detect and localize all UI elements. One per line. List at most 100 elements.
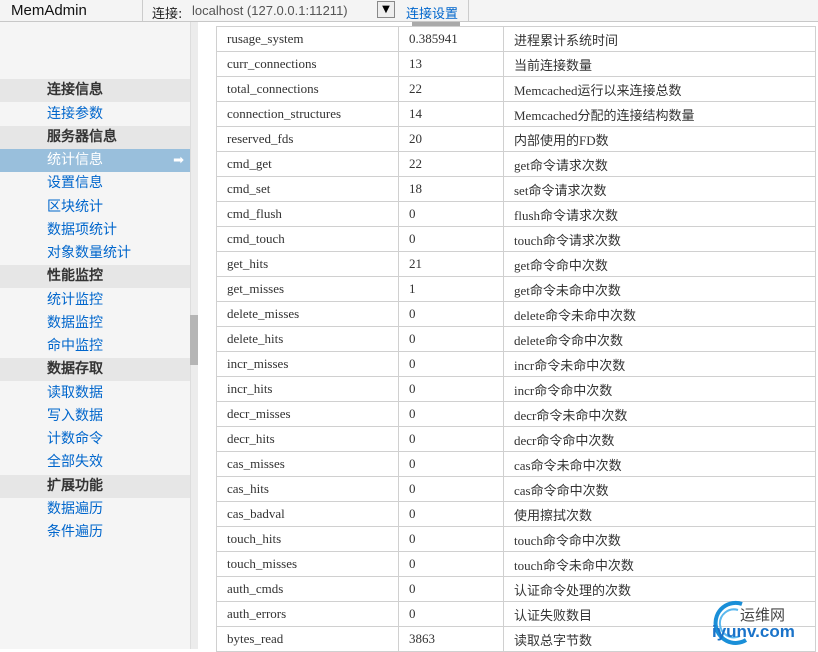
- divider: [468, 0, 469, 21]
- stat-name: reserved_fds: [216, 126, 399, 152]
- stat-value: 22: [398, 76, 504, 102]
- sidebar-item-label: 数据监控: [47, 314, 103, 331]
- stat-name: cmd_flush: [216, 201, 399, 227]
- sidebar-item[interactable]: 写入数据: [0, 405, 190, 428]
- sidebar-item-label: 连接参数: [47, 105, 103, 122]
- table-row: get_hits 21 get命令命中次数: [216, 251, 816, 277]
- sidebar-item[interactable]: 全部失效: [0, 451, 190, 474]
- sidebar-item[interactable]: 统计监控: [0, 289, 190, 312]
- stat-name: delete_misses: [216, 301, 399, 327]
- stat-description: cas命令未命中次数: [503, 451, 816, 477]
- table-row: cas_misses 0 cas命令未命中次数: [216, 451, 816, 477]
- stat-value: 14: [398, 101, 504, 127]
- stat-value: 0: [398, 576, 504, 602]
- watermark-en: iyunv.com: [712, 622, 795, 641]
- stat-description: 使用擦拭次数: [503, 501, 816, 527]
- sidebar-section-header: 连接信息: [0, 79, 190, 102]
- stat-description: 内部使用的FD数: [503, 126, 816, 152]
- stat-description: incr命令未命中次数: [503, 351, 816, 377]
- stat-description: touch命令未命中次数: [503, 551, 816, 577]
- sidebar: 连接信息 连接参数 服务器信息 统计信息 ➡ 设置信息 区块统计 数据项统计 对象数量统计 性能监…: [0, 22, 190, 649]
- dropdown-arrow-icon[interactable]: ▼: [377, 1, 395, 18]
- sidebar-item[interactable]: 区块统计: [0, 196, 190, 219]
- stat-value: 0: [398, 601, 504, 627]
- stat-value: 13: [398, 51, 504, 77]
- sidebar-item[interactable]: 数据遍历: [0, 498, 190, 521]
- stat-name: cmd_touch: [216, 226, 399, 252]
- horizontal-scroll-thumb[interactable]: [412, 22, 460, 27]
- arrow-right-icon: ➡: [173, 153, 184, 169]
- stat-description: touch命令请求次数: [503, 226, 816, 252]
- stat-name: cas_hits: [216, 476, 399, 502]
- stat-name: cmd_get: [216, 151, 399, 177]
- table-row: curr_connections 13 当前连接数量: [216, 51, 816, 77]
- stat-description: decr命令命中次数: [503, 426, 816, 452]
- stat-value: 0: [398, 451, 504, 477]
- stat-name: decr_hits: [216, 426, 399, 452]
- sidebar-item[interactable]: 对象数量统计: [0, 242, 190, 265]
- stat-name: curr_connections: [216, 51, 399, 77]
- sidebar-item[interactable]: 连接参数: [0, 103, 190, 126]
- sidebar-item[interactable]: 统计信息 ➡: [0, 149, 190, 173]
- stat-description: get命令未命中次数: [503, 276, 816, 302]
- stat-value: 20: [398, 126, 504, 152]
- stat-value: 0: [398, 526, 504, 552]
- connection-settings-link[interactable]: 连接设置: [406, 7, 459, 22]
- stat-value: 22: [398, 151, 504, 177]
- sidebar-item[interactable]: 计数命令: [0, 428, 190, 451]
- table-row: decr_misses 0 decr命令未命中次数: [216, 401, 816, 427]
- stat-value: 0: [398, 426, 504, 452]
- stat-name: total_connections: [216, 76, 399, 102]
- sidebar-item-label: 数据遍历: [47, 501, 103, 518]
- connection-select[interactable]: localhost (127.0.0.1:11211): [192, 3, 348, 18]
- sidebar-section-header: 数据存取: [0, 358, 190, 382]
- sidebar-item[interactable]: 条件遍历: [0, 521, 190, 544]
- stat-description: incr命令命中次数: [503, 376, 816, 402]
- stat-description: flush命令请求次数: [503, 201, 816, 227]
- table-row: reserved_fds 20 内部使用的FD数: [216, 126, 816, 152]
- watermark-cn: 运维网: [740, 606, 786, 624]
- stat-name: incr_misses: [216, 351, 399, 377]
- sidebar-item-label: 统计监控: [47, 291, 103, 308]
- stat-description: delete命令命中次数: [503, 326, 816, 352]
- stat-description: set命令请求次数: [503, 176, 816, 202]
- stat-name: get_hits: [216, 251, 399, 277]
- sidebar-item-label: 命中监控: [47, 338, 103, 355]
- stat-description: 当前连接数量: [503, 51, 816, 77]
- stats-table: rusage_system 0.385941 进程累计系统时间 curr_connec…: [216, 26, 816, 652]
- stat-value: 0: [398, 326, 504, 352]
- stat-name: cas_misses: [216, 451, 399, 477]
- stat-description: Memcached运行以来连接总数: [503, 76, 816, 102]
- stat-name: connection_structures: [216, 101, 399, 127]
- top-bar: MemAdmin 连接: localhost (127.0.0.1:11211)…: [0, 0, 818, 22]
- table-row: incr_hits 0 incr命令命中次数: [216, 376, 816, 402]
- stat-value: 18: [398, 176, 504, 202]
- table-row: auth_cmds 0 认证命令处理的次数: [216, 576, 816, 602]
- stat-description: touch命令命中次数: [503, 526, 816, 552]
- table-row: rusage_system 0.385941 进程累计系统时间: [216, 26, 816, 52]
- sidebar-item-label: 读取数据: [47, 384, 103, 401]
- table-row: get_misses 1 get命令未命中次数: [216, 276, 816, 302]
- stat-value: 1: [398, 276, 504, 302]
- stat-value: 0: [398, 476, 504, 502]
- stat-name: auth_errors: [216, 601, 399, 627]
- sidebar-item-label: 统计信息: [47, 152, 103, 169]
- stat-value: 0: [398, 501, 504, 527]
- scrollbar-thumb[interactable]: [190, 315, 198, 365]
- stat-description: 进程累计系统时间: [503, 26, 816, 52]
- sidebar-item[interactable]: 数据项统计: [0, 219, 190, 242]
- stat-description: 认证命令处理的次数: [503, 576, 816, 602]
- sidebar-item[interactable]: 设置信息: [0, 172, 190, 195]
- sidebar-item[interactable]: 数据监控: [0, 312, 190, 335]
- stat-value: 0: [398, 301, 504, 327]
- stat-description: get命令请求次数: [503, 151, 816, 177]
- table-row: cas_badval 0 使用擦拭次数: [216, 501, 816, 527]
- stat-value: 0: [398, 351, 504, 377]
- sidebar-item[interactable]: 读取数据: [0, 382, 190, 405]
- divider: [142, 0, 143, 21]
- stat-description: cas命令命中次数: [503, 476, 816, 502]
- stat-name: cas_badval: [216, 501, 399, 527]
- table-row: touch_misses 0 touch命令未命中次数: [216, 551, 816, 577]
- sidebar-item[interactable]: 命中监控: [0, 335, 190, 358]
- stat-value: 21: [398, 251, 504, 277]
